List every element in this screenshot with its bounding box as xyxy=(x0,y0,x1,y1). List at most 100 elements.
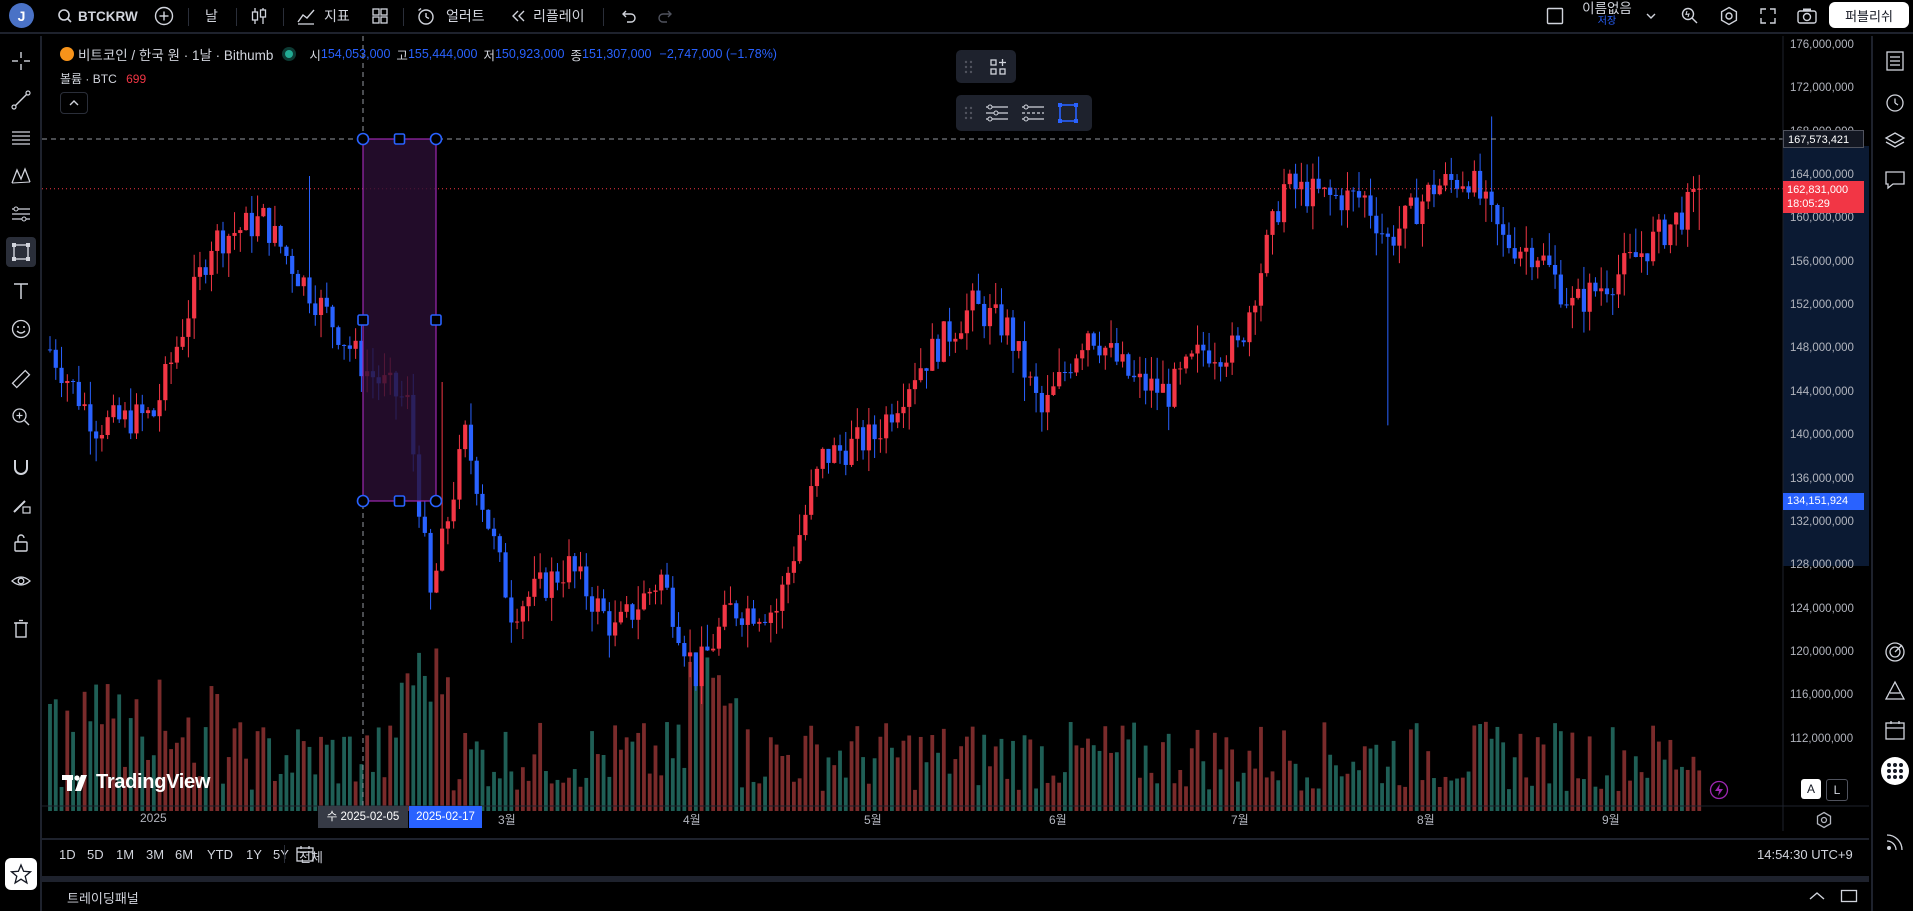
auto-scale-button[interactable]: A xyxy=(1801,779,1821,799)
remove-drawings-tool[interactable] xyxy=(6,614,36,644)
candle-body xyxy=(624,604,629,612)
lock-drawings-tool[interactable] xyxy=(6,528,36,558)
price-scale-label: 148,000,000 xyxy=(1790,342,1854,355)
range-button[interactable]: 1M xyxy=(116,847,135,862)
maximize-icon xyxy=(1840,889,1858,903)
publish-button[interactable]: 퍼블리쉬 xyxy=(1829,2,1909,28)
drag-handle-icon[interactable] xyxy=(962,59,976,75)
measure-tool[interactable] xyxy=(6,364,36,394)
volume-bar xyxy=(1022,735,1027,811)
layout-menu-button[interactable] xyxy=(1645,0,1657,32)
candle-body xyxy=(543,572,549,598)
undo-button[interactable] xyxy=(618,0,638,32)
timezone-clock[interactable]: 14:54:30 UTC+9 xyxy=(1757,847,1853,862)
pattern-tool[interactable] xyxy=(6,161,36,191)
layout-toggle-button[interactable] xyxy=(1545,0,1565,32)
candle-body xyxy=(330,306,335,328)
volume-bar xyxy=(336,783,341,811)
chat-button[interactable] xyxy=(1881,166,1909,194)
volume-bar xyxy=(1576,778,1581,811)
price-scale-label: 112,000,000 xyxy=(1790,732,1854,745)
candle-body xyxy=(1351,190,1356,192)
volume-label[interactable]: 볼륨 · BTC xyxy=(60,72,117,86)
settings-button[interactable] xyxy=(1719,0,1739,32)
candle-body xyxy=(163,364,168,401)
collapse-legend-button[interactable] xyxy=(60,92,88,114)
range-button[interactable]: 1D xyxy=(59,847,76,862)
zoom-tool[interactable] xyxy=(6,402,36,432)
range-button[interactable]: YTD xyxy=(207,847,233,862)
candle-body xyxy=(1201,344,1206,351)
range-button[interactable]: 5Y xyxy=(273,847,289,862)
fullscreen-button[interactable] xyxy=(1758,0,1778,32)
text-tool[interactable] xyxy=(6,276,36,306)
fib-tool[interactable] xyxy=(6,123,36,153)
horizontal-lines-icon[interactable] xyxy=(984,102,1010,124)
candle-body xyxy=(99,435,104,439)
indicators-button[interactable]: 지표 xyxy=(296,0,350,32)
alert-button[interactable]: 얼러트 xyxy=(416,0,485,32)
replay-button[interactable]: 리플레이 xyxy=(509,0,585,32)
expand-panel-button[interactable] xyxy=(1807,888,1827,909)
chart-pane[interactable] xyxy=(42,36,1869,831)
tradingview-logo[interactable]: TradingView xyxy=(62,771,210,794)
range-button[interactable]: 3M xyxy=(146,847,165,862)
hide-drawings-tool[interactable] xyxy=(6,566,36,596)
range-button[interactable]: 6M xyxy=(175,847,194,862)
pine-button[interactable] xyxy=(1881,677,1909,705)
lightning-button[interactable] xyxy=(1709,780,1729,805)
interval-button[interactable]: 날 xyxy=(205,0,218,32)
chart-type-button[interactable] xyxy=(249,0,269,32)
emoji-tool[interactable] xyxy=(6,314,36,344)
range-button[interactable]: 5D xyxy=(87,847,104,862)
snapshot-button[interactable] xyxy=(1796,0,1818,32)
redo-button[interactable] xyxy=(656,0,676,32)
drag-handle-icon[interactable] xyxy=(962,105,976,121)
trading-panel-tab[interactable]: 트레이딩패널 xyxy=(67,888,139,907)
quick-search-button[interactable] xyxy=(1680,0,1700,32)
volume-bar xyxy=(1236,781,1240,811)
price-chart[interactable] xyxy=(42,36,1869,831)
trend-line-tool[interactable] xyxy=(6,85,36,115)
candles-icon xyxy=(251,8,267,24)
forecast-tool[interactable] xyxy=(6,199,36,229)
range-button[interactable]: 1Y xyxy=(246,847,262,862)
crosshair-tool[interactable] xyxy=(6,46,36,76)
symbol-title[interactable]: 비트코인 / 한국 원 · 1날 · Bithumb xyxy=(78,48,274,63)
layout-name-button[interactable]: 이름없음 저장 xyxy=(1578,1,1636,27)
candle-body xyxy=(1593,282,1598,292)
price-scale-label: 176,000,000 xyxy=(1790,39,1854,51)
watchlist-button[interactable] xyxy=(1881,47,1909,75)
rectangle-tool[interactable] xyxy=(6,237,36,267)
user-avatar[interactable]: J xyxy=(9,3,34,28)
alerts-panel-button[interactable] xyxy=(1881,88,1909,116)
candle-body xyxy=(434,570,439,593)
apps-button[interactable] xyxy=(1881,757,1909,785)
indicator-templates-button[interactable] xyxy=(371,0,389,32)
keep-drawing-tool[interactable] xyxy=(6,490,36,520)
axis-settings-button[interactable] xyxy=(1815,811,1833,834)
candle-body xyxy=(618,611,623,623)
ideas-button[interactable] xyxy=(1881,638,1909,666)
rectangle-selected-icon[interactable] xyxy=(1056,101,1080,125)
candle-body xyxy=(1016,341,1021,351)
dashed-lines-icon[interactable] xyxy=(1020,102,1046,124)
magnet-tool[interactable] xyxy=(6,452,36,482)
add-widget-icon[interactable] xyxy=(988,57,1008,77)
compare-symbol-button[interactable] xyxy=(154,0,174,32)
favorites-button[interactable] xyxy=(5,858,37,890)
drawn-rectangle xyxy=(362,138,437,502)
volume-bar xyxy=(359,764,364,811)
volume-bar xyxy=(1437,786,1442,811)
volume-bar xyxy=(1495,726,1500,811)
calendar-button[interactable] xyxy=(1881,716,1909,744)
symbol-search-button[interactable]: BTCKRW xyxy=(57,0,138,32)
candle-body xyxy=(993,304,998,308)
maximize-panel-button[interactable] xyxy=(1839,888,1859,909)
object-tree-button[interactable] xyxy=(1881,127,1909,155)
volume-bar xyxy=(1039,746,1044,811)
log-scale-button[interactable]: L xyxy=(1826,779,1848,801)
go-to-date-button[interactable] xyxy=(295,844,315,869)
volume-bar xyxy=(820,790,825,811)
streams-button[interactable] xyxy=(1881,828,1909,856)
